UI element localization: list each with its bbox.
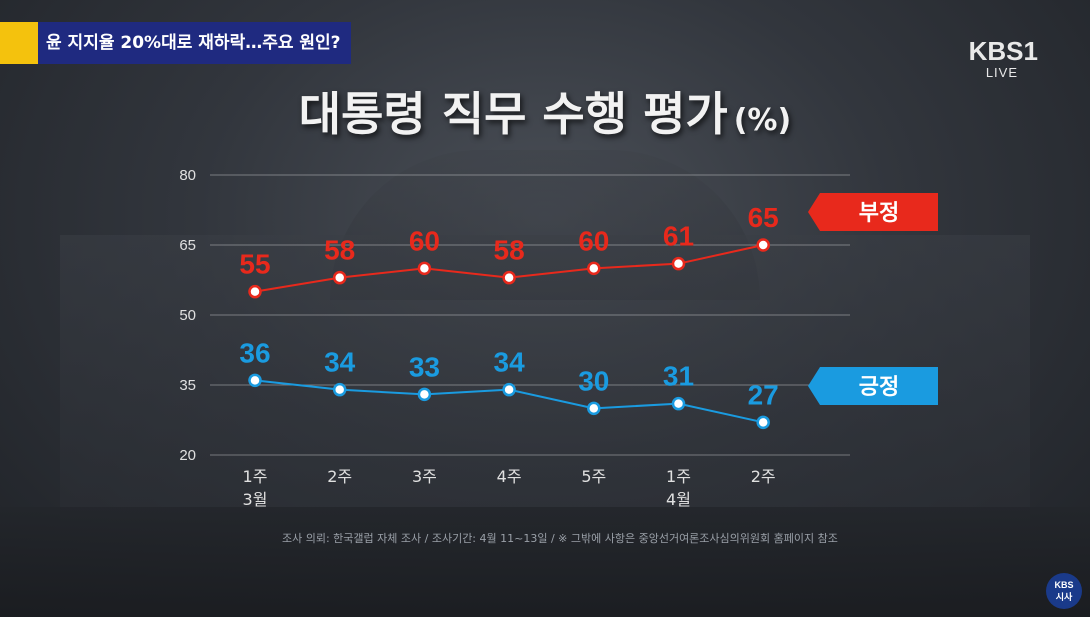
data-label: 55	[239, 249, 270, 280]
data-point	[248, 284, 262, 299]
footnote: 조사 의뢰: 한국갤럽 자체 조사 / 조사기간: 4월 11~13일 / ※ …	[282, 532, 838, 545]
y-tick-label: 35	[179, 377, 196, 394]
data-point	[756, 415, 770, 430]
data-point	[587, 261, 601, 276]
x-tick-label: 3주	[412, 467, 437, 486]
chart-title: 대통령 직무 수행 평가 (%)	[0, 78, 1090, 144]
x-tick-label: 2주	[751, 467, 776, 486]
legend-tag-1: 긍정	[808, 367, 938, 405]
badge-line-2: 시사	[1055, 592, 1073, 602]
headline-bar: 윤 지지율 20%대로 재하락…주요 원인?	[0, 22, 351, 64]
headline-text: 윤 지지율 20%대로 재하락…주요 원인?	[38, 22, 351, 64]
month-label: 3월	[243, 490, 268, 509]
data-label: 61	[663, 221, 694, 252]
data-label: 27	[748, 379, 779, 410]
data-label: 31	[663, 361, 694, 392]
data-point	[502, 382, 516, 397]
badge-line-1: KBS	[1054, 580, 1074, 590]
data-label: 60	[409, 225, 440, 256]
data-point	[671, 396, 686, 411]
data-label: 36	[239, 337, 270, 368]
y-tick-label: 80	[179, 167, 196, 184]
kbs-sisa-badge: KBS 시사	[1046, 573, 1082, 609]
x-tick-label: 2주	[327, 467, 352, 486]
y-tick-label: 65	[179, 237, 196, 254]
legend-tag-0: 부정	[808, 193, 938, 231]
data-label: 33	[409, 351, 440, 382]
data-point	[248, 373, 262, 388]
data-point	[417, 387, 432, 402]
data-point	[332, 270, 347, 285]
x-tick-label: 4주	[497, 467, 522, 486]
headline-accent	[0, 22, 38, 64]
data-label: 58	[494, 235, 525, 266]
legend-tag-shape	[808, 193, 938, 231]
logo-text: KBS	[968, 36, 1024, 66]
data-label: 34	[324, 347, 356, 378]
background-ground	[0, 507, 1090, 617]
data-point	[332, 382, 347, 397]
logo-channel: 1	[1023, 36, 1038, 66]
legend-label: 긍정	[859, 375, 899, 400]
data-point	[671, 256, 686, 271]
chart-title-unit: (%)	[733, 103, 792, 138]
data-point	[417, 261, 432, 276]
x-tick-label: 1주	[243, 467, 268, 486]
data-point	[502, 270, 516, 285]
data-label: 58	[324, 235, 355, 266]
data-point	[756, 238, 770, 252]
x-tick-label: 5주	[581, 467, 606, 486]
legend-tag-shape	[808, 367, 938, 405]
data-label: 34	[494, 347, 526, 378]
live-label: LIVE	[985, 65, 1018, 80]
data-label: 60	[578, 225, 609, 256]
data-label: 30	[578, 365, 609, 396]
legend-label: 부정	[859, 201, 899, 226]
data-point	[587, 401, 601, 416]
x-tick-label: 1주	[666, 467, 691, 486]
kbs-logo: KBS1	[969, 36, 1038, 67]
chart-title-text: 대통령 직무 수행 평가	[298, 87, 728, 141]
data-label: 65	[748, 202, 779, 233]
month-label: 4월	[666, 490, 691, 509]
y-tick-label: 50	[179, 307, 196, 324]
y-tick-label: 20	[179, 447, 196, 464]
